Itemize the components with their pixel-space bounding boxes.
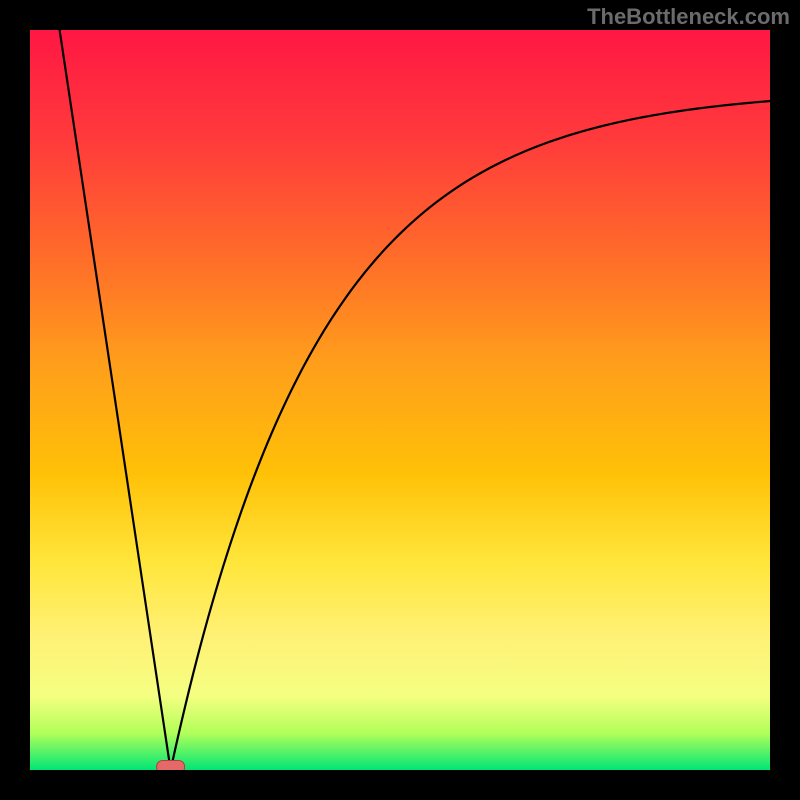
- gradient-background: [30, 30, 770, 770]
- optimal-point-marker: [157, 761, 185, 771]
- chart-container: TheBottleneck.com: [0, 0, 800, 800]
- watermark-text: TheBottleneck.com: [587, 4, 790, 30]
- plot-area: [30, 30, 770, 770]
- chart-svg: [30, 30, 770, 770]
